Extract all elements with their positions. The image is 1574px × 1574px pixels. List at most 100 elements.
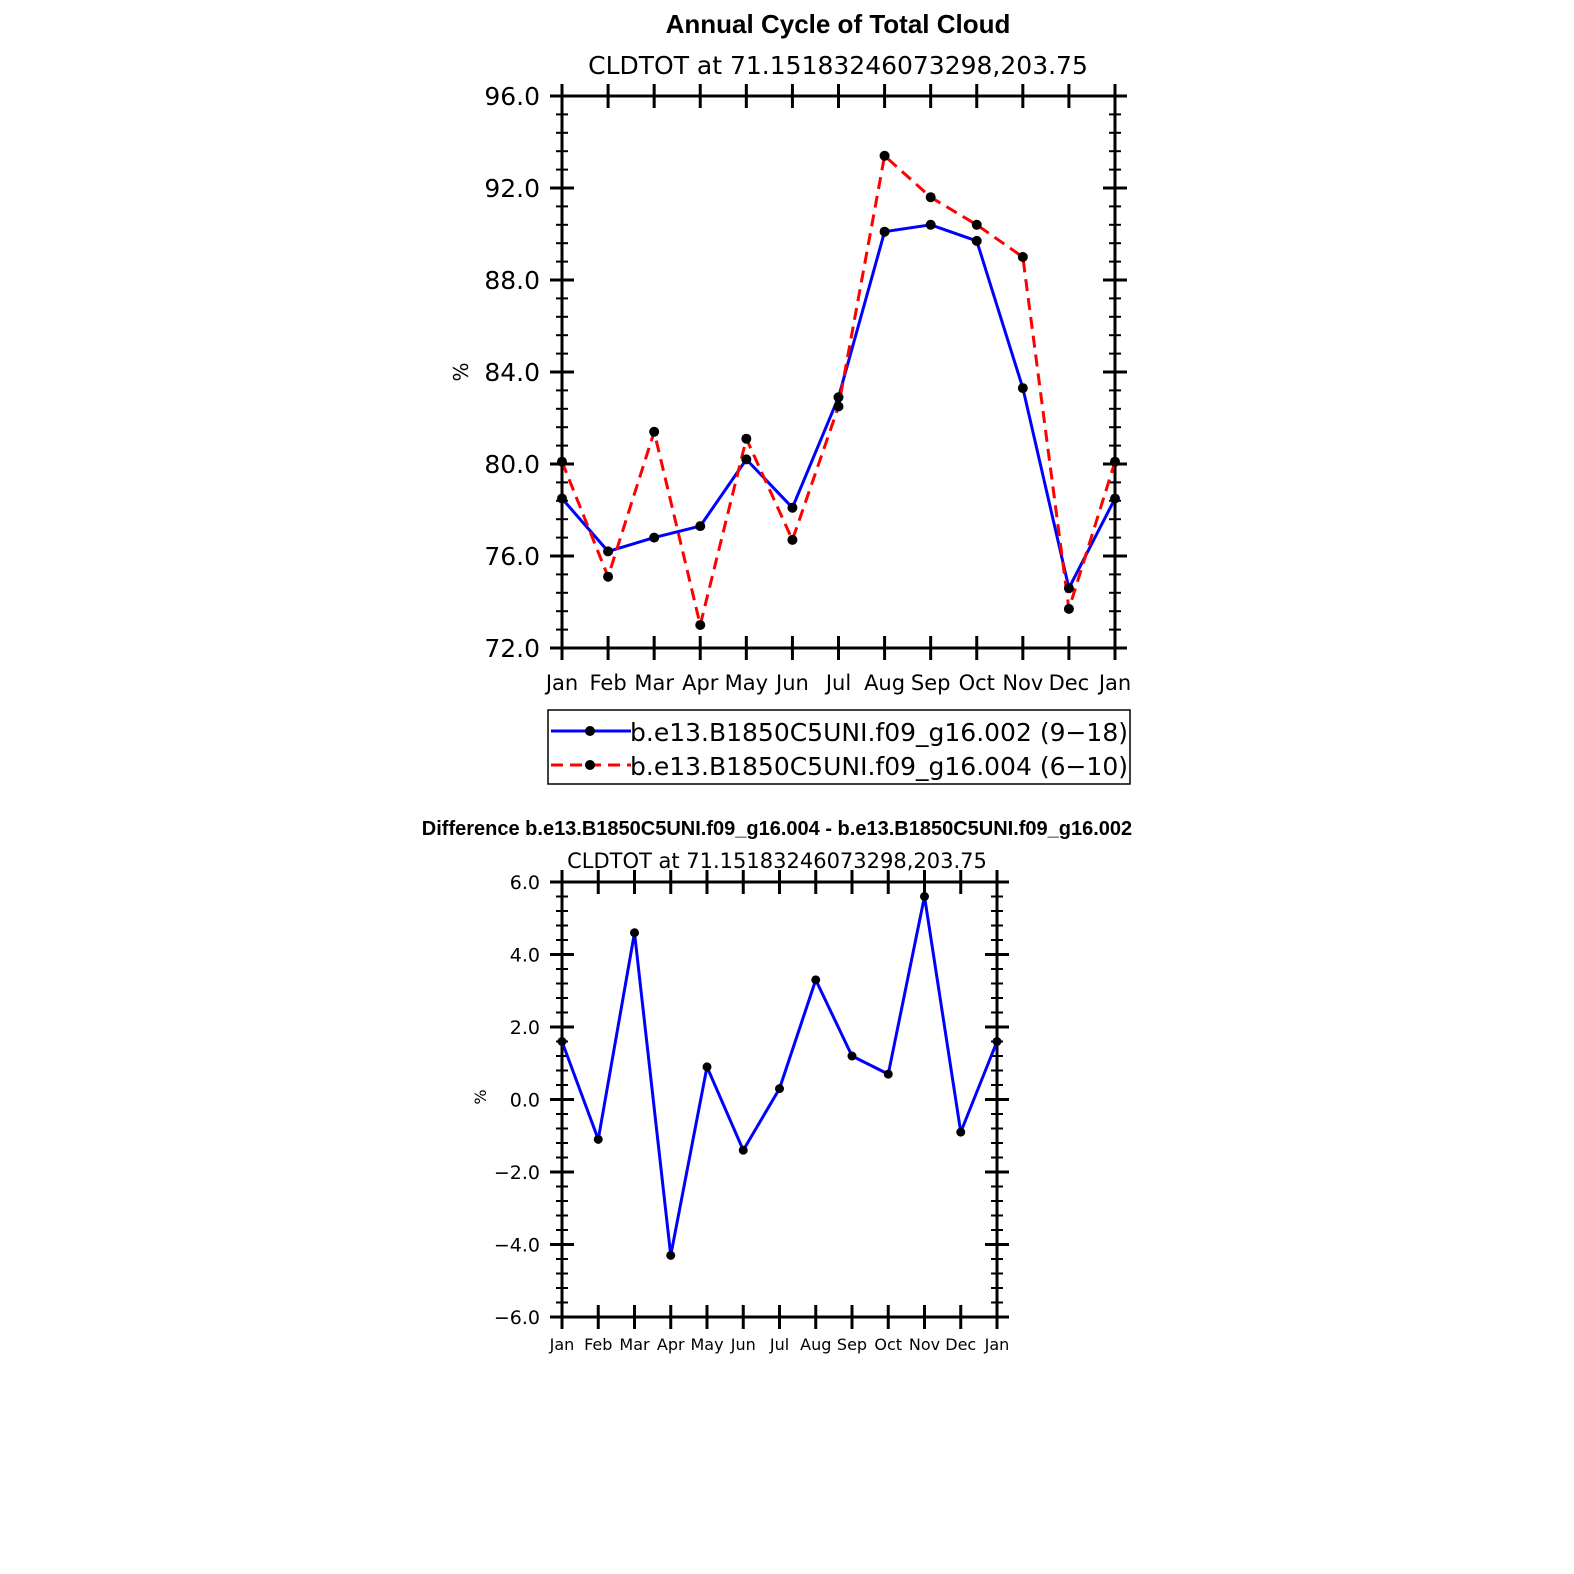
x-tick-label: Aug — [864, 671, 905, 695]
y-tick-label: 80.0 — [484, 450, 540, 479]
plot-frame — [560, 880, 999, 1319]
data-point-series-2 — [1063, 603, 1074, 614]
data-point-series-1 — [956, 1127, 966, 1137]
data-point-series-2 — [925, 192, 936, 203]
y-tick-label: 6.0 — [510, 872, 540, 894]
legend-box — [547, 709, 1131, 785]
data-point-series-1 — [925, 219, 936, 230]
axis-ticks — [550, 84, 1127, 660]
y-tick-label: −2.0 — [494, 1162, 540, 1184]
y-axis-label: % — [471, 1089, 490, 1104]
data-point-series-1 — [847, 1051, 857, 1061]
data-point-series-1 — [811, 975, 821, 985]
data-point-series-1 — [833, 392, 844, 403]
x-tick-label: Nov — [1002, 671, 1043, 695]
chart-subtitle: CLDTOT at 71.15183246073298,203.75 — [588, 51, 1088, 80]
x-tick-labels: Jan Feb Mar Apr May Jun Jul Aug Sep Oct Nov Dec Jan — [549, 1335, 1010, 1354]
plot-frame — [560, 94, 1117, 650]
y-tick-label: 4.0 — [510, 944, 540, 966]
x-tick-label: May — [690, 1335, 723, 1354]
axis-ticks — [550, 870, 1009, 1329]
data-point-series-1 — [702, 1062, 712, 1072]
data-point-series-2 — [557, 456, 567, 467]
data-point-series-1 — [557, 1037, 567, 1046]
x-tick-label: Oct — [874, 1335, 902, 1354]
data-point-series-1 — [920, 892, 929, 901]
series-line-1 — [560, 895, 999, 1257]
data-point-series-1 — [1063, 583, 1074, 594]
x-tick-label: Mar — [634, 671, 674, 695]
x-tick-label: Jan — [544, 671, 578, 695]
x-tick-label: Jul — [769, 1335, 789, 1354]
legend-marker-series-2 — [585, 760, 595, 770]
data-point-series-2 — [695, 620, 706, 630]
x-tick-label: Feb — [584, 1335, 612, 1354]
y-tick-label: 72.0 — [484, 634, 540, 663]
data-point-series-2 — [971, 219, 982, 230]
data-point-series-2 — [787, 534, 798, 545]
data-point-series-1 — [883, 1069, 893, 1079]
data-point-series-1 — [666, 1250, 676, 1260]
x-tick-label: Jul — [824, 671, 851, 695]
data-point-series-2 — [1110, 456, 1120, 467]
data-point-series-1 — [649, 532, 660, 543]
data-point-series-1 — [695, 521, 706, 532]
chart-title: Annual Cycle of Total Cloud — [666, 9, 1011, 39]
y-tick-labels: 72.0 76.0 80.0 84.0 88.0 92.0 96.0 — [484, 82, 540, 663]
series-group — [557, 892, 1002, 1260]
data-point-series-1 — [1017, 383, 1028, 394]
legend: b.e13.B1850C5UNI.f09_g16.002 (9−18) b.e1… — [547, 709, 1131, 785]
y-tick-label: −4.0 — [494, 1234, 540, 1256]
series-group — [557, 150, 1120, 630]
data-point-series-2 — [603, 571, 614, 582]
data-point-series-1 — [971, 235, 982, 246]
data-point-series-2 — [879, 150, 890, 161]
chart-title: Difference b.e13.B1850C5UNI.f09_g16.004 … — [422, 818, 1132, 840]
annual-cycle-chart: Annual Cycle of Total Cloud CLDTOT at 71… — [449, 9, 1131, 785]
data-point-series-1 — [593, 1134, 603, 1144]
x-tick-label: Jan — [1097, 671, 1131, 695]
x-tick-label: Jan — [984, 1335, 1010, 1354]
x-tick-label: Apr — [657, 1335, 685, 1354]
legend-label-series-2: b.e13.B1850C5UNI.f09_g16.004 (6−10) — [630, 752, 1128, 781]
data-point-series-1 — [603, 546, 614, 557]
x-tick-label: Jun — [774, 671, 809, 695]
y-tick-label: 76.0 — [484, 542, 540, 571]
series-line-2 — [560, 154, 1117, 627]
y-tick-label: 92.0 — [484, 174, 540, 203]
data-point-series-1 — [879, 226, 890, 237]
legend-marker-series-1 — [585, 726, 595, 736]
y-axis-label: % — [449, 362, 473, 381]
x-tick-label: Oct — [959, 671, 995, 695]
y-tick-label: 2.0 — [510, 1017, 540, 1039]
data-point-series-1 — [787, 502, 798, 513]
y-tick-labels: −6.0 −4.0 −2.0 0.0 2.0 4.0 6.0 — [494, 872, 540, 1329]
x-tick-label: Dec — [1049, 671, 1090, 695]
data-point-series-1 — [630, 928, 639, 938]
data-point-series-1 — [738, 1145, 748, 1155]
data-point-series-2 — [833, 401, 844, 412]
x-tick-label: Jan — [549, 1335, 575, 1354]
data-point-series-1 — [992, 1037, 1002, 1046]
x-tick-label: Dec — [945, 1335, 976, 1354]
x-tick-label: Feb — [589, 671, 626, 695]
x-tick-label: May — [725, 671, 768, 695]
data-point-series-1 — [557, 493, 567, 504]
data-point-series-2 — [741, 433, 752, 444]
data-point-series-2 — [1017, 252, 1028, 262]
y-tick-label: 84.0 — [484, 358, 540, 387]
data-point-series-2 — [649, 426, 660, 437]
x-tick-label: Sep — [911, 671, 951, 695]
legend-label-series-1: b.e13.B1850C5UNI.f09_g16.002 (9−18) — [630, 718, 1128, 747]
data-point-series-1 — [1110, 493, 1120, 504]
x-tick-label: Nov — [909, 1335, 940, 1354]
x-tick-labels: Jan Feb Mar Apr May Jun Jul Aug Sep Oct Nov Dec Jan — [544, 671, 1131, 695]
x-tick-label: Mar — [619, 1335, 650, 1354]
x-tick-label: Sep — [837, 1335, 867, 1354]
difference-chart: Difference b.e13.B1850C5UNI.f09_g16.004 … — [422, 818, 1132, 1354]
x-tick-label: Jun — [730, 1335, 756, 1354]
data-point-series-1 — [775, 1084, 784, 1094]
data-point-series-1 — [741, 454, 752, 465]
y-tick-label: −6.0 — [494, 1307, 540, 1329]
